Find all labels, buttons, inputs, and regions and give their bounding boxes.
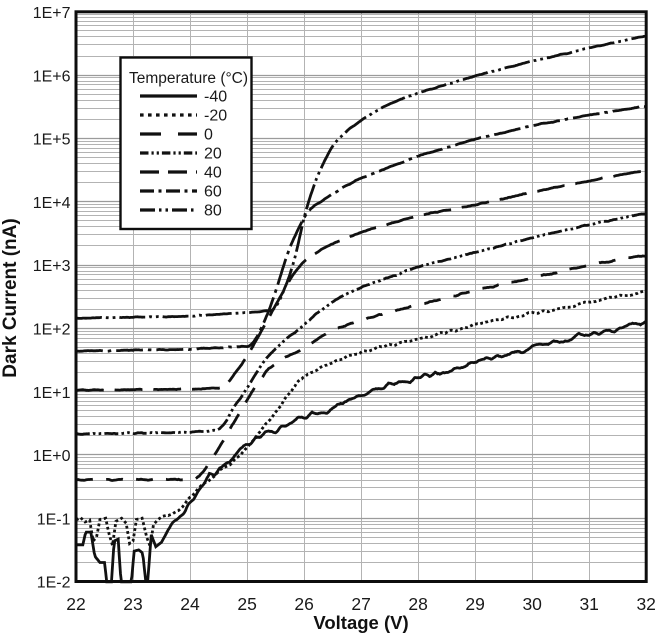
svg-text:25: 25: [237, 594, 256, 614]
svg-text:32: 32: [636, 594, 655, 614]
svg-text:27: 27: [351, 594, 370, 614]
svg-text:1E+1: 1E+1: [33, 385, 71, 402]
svg-text:Temperature (°C): Temperature (°C): [129, 70, 248, 87]
svg-text:1E-2: 1E-2: [37, 575, 71, 592]
svg-text:22: 22: [66, 594, 85, 614]
svg-text:26: 26: [294, 594, 313, 614]
svg-text:80: 80: [204, 203, 222, 220]
svg-text:20: 20: [204, 146, 222, 163]
svg-text:29: 29: [465, 594, 484, 614]
svg-text:Dark Current (nA): Dark Current (nA): [0, 218, 21, 377]
svg-text:31: 31: [579, 594, 598, 614]
svg-text:-40: -40: [204, 89, 227, 106]
svg-text:1E+7: 1E+7: [33, 5, 71, 22]
svg-text:1E-1: 1E-1: [37, 511, 71, 528]
svg-text:60: 60: [204, 184, 222, 201]
svg-text:Voltage (V): Voltage (V): [313, 612, 408, 633]
svg-text:-20: -20: [204, 108, 227, 125]
svg-text:1E+4: 1E+4: [33, 195, 71, 212]
svg-text:23: 23: [123, 594, 142, 614]
svg-text:24: 24: [180, 594, 200, 614]
svg-text:1E+0: 1E+0: [33, 448, 71, 465]
svg-text:28: 28: [408, 594, 427, 614]
svg-text:40: 40: [204, 165, 222, 182]
svg-text:0: 0: [204, 127, 213, 144]
svg-text:1E+5: 1E+5: [33, 132, 71, 149]
svg-text:1E+6: 1E+6: [33, 68, 71, 85]
svg-text:1E+3: 1E+3: [33, 258, 71, 275]
svg-text:30: 30: [522, 594, 542, 614]
svg-text:1E+2: 1E+2: [33, 322, 71, 339]
